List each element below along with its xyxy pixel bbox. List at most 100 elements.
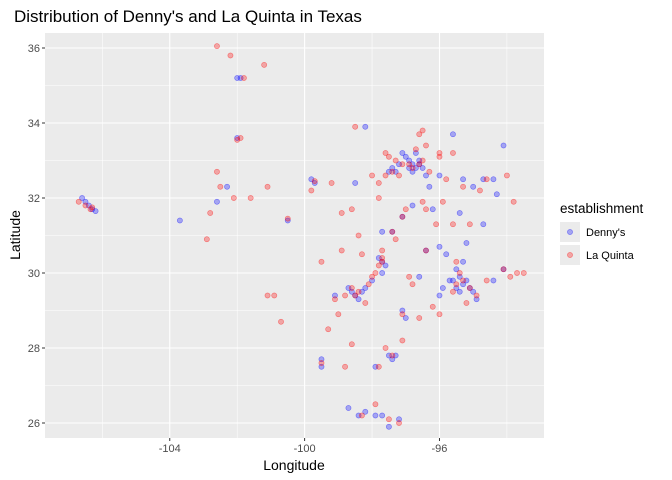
point-denny-s	[318, 356, 325, 363]
point-la-quinta	[375, 363, 382, 370]
points-layer	[75, 43, 527, 430]
point-la-quinta	[352, 123, 359, 130]
point-la-quinta	[392, 236, 399, 243]
y-tick-label: 26	[28, 418, 40, 430]
point-denny-s	[453, 285, 460, 291]
point-denny-s	[406, 165, 413, 171]
point-denny-s	[379, 270, 386, 276]
point-la-quinta	[466, 221, 473, 228]
point-denny-s	[396, 416, 402, 423]
point-la-quinta	[450, 288, 456, 295]
point-la-quinta	[284, 215, 291, 222]
point-la-quinta	[234, 136, 241, 143]
point-denny-s	[399, 307, 406, 314]
point-denny-s	[470, 288, 477, 295]
legend-marker-denny-s	[567, 229, 573, 235]
point-la-quinta	[365, 281, 372, 288]
point-denny-s	[382, 262, 389, 269]
point-la-quinta	[355, 232, 362, 239]
point-denny-s	[412, 150, 419, 156]
point-la-quinta	[477, 187, 483, 194]
point-la-quinta	[342, 292, 348, 299]
point-la-quinta	[359, 251, 365, 258]
y-tick-label: 32	[28, 193, 40, 205]
point-la-quinta	[514, 270, 520, 276]
point-la-quinta	[412, 146, 419, 153]
point-denny-s	[234, 75, 241, 81]
point-denny-s	[379, 412, 386, 419]
point-denny-s	[176, 217, 183, 224]
point-denny-s	[399, 213, 406, 220]
point-denny-s	[439, 285, 446, 291]
point-la-quinta	[453, 281, 460, 288]
point-la-quinta	[318, 258, 325, 265]
x-tick-label: -100	[294, 443, 316, 455]
point-denny-s	[352, 180, 359, 186]
point-la-quinta	[520, 270, 527, 276]
point-la-quinta	[423, 247, 429, 254]
point-la-quinta	[75, 198, 82, 205]
point-denny-s	[85, 202, 92, 209]
point-la-quinta	[429, 303, 436, 310]
point-denny-s	[443, 251, 450, 258]
point-la-quinta	[409, 281, 416, 288]
point-la-quinta	[352, 292, 359, 299]
point-la-quinta	[325, 326, 332, 333]
point-denny-s	[453, 266, 460, 273]
y-axis: 26 28 30 32 34 36	[28, 43, 45, 430]
point-denny-s	[92, 208, 99, 215]
point-la-quinta	[419, 157, 426, 164]
point-la-quinta	[382, 345, 389, 351]
point-denny-s	[450, 131, 456, 138]
point-la-quinta	[375, 180, 382, 186]
point-denny-s	[436, 292, 443, 299]
point-la-quinta	[419, 198, 426, 205]
point-la-quinta	[450, 221, 456, 228]
point-denny-s	[480, 221, 487, 228]
point-denny-s	[308, 176, 315, 183]
point-la-quinta	[399, 311, 406, 318]
point-denny-s	[399, 150, 406, 156]
point-denny-s	[416, 161, 423, 168]
x-tick-label: -96	[432, 443, 448, 455]
point-la-quinta	[230, 195, 237, 201]
point-denny-s	[500, 142, 507, 149]
point-la-quinta	[419, 127, 426, 134]
point-la-quinta	[278, 318, 284, 325]
point-denny-s	[490, 176, 497, 183]
point-la-quinta	[382, 172, 389, 179]
point-denny-s	[318, 363, 325, 370]
point-la-quinta	[214, 168, 220, 175]
point-la-quinta	[443, 176, 450, 183]
point-la-quinta	[456, 270, 463, 276]
point-la-quinta	[426, 168, 433, 175]
legend-marker-la-quinta	[567, 252, 573, 258]
point-denny-s	[450, 277, 456, 284]
point-la-quinta	[504, 172, 510, 179]
point-la-quinta	[396, 420, 402, 426]
legend-key-la-quinta	[560, 245, 580, 265]
point-la-quinta	[207, 210, 214, 216]
point-la-quinta	[406, 161, 413, 168]
point-la-quinta	[214, 43, 220, 50]
point-la-quinta	[379, 258, 386, 265]
point-la-quinta	[87, 206, 94, 213]
point-la-quinta	[386, 153, 392, 160]
point-denny-s	[224, 183, 230, 190]
point-denny-s	[460, 176, 466, 183]
point-denny-s	[355, 296, 362, 303]
point-la-quinta	[82, 202, 89, 209]
point-denny-s	[348, 288, 355, 295]
point-la-quinta	[423, 206, 429, 213]
y-tick-label: 30	[28, 268, 40, 280]
point-denny-s	[392, 352, 399, 359]
point-la-quinta	[386, 416, 392, 423]
legend: establishment Denny's La Quinta	[560, 201, 644, 265]
point-la-quinta	[328, 180, 335, 186]
point-la-quinta	[399, 213, 406, 220]
point-la-quinta	[483, 176, 490, 183]
point-denny-s	[237, 75, 244, 81]
point-denny-s	[386, 168, 392, 175]
point-la-quinta	[348, 285, 355, 291]
point-denny-s	[311, 180, 318, 186]
